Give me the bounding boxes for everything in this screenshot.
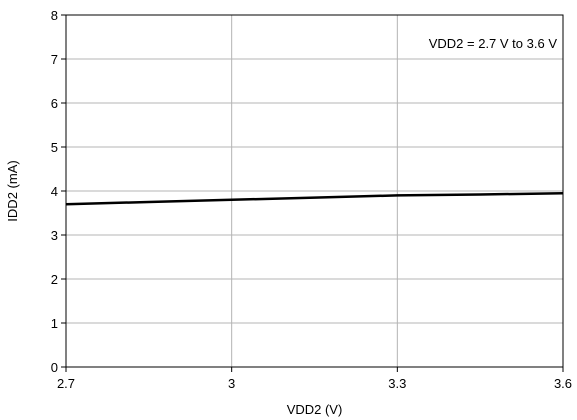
series-layer bbox=[65, 191, 564, 206]
y-tick-label: 3 bbox=[51, 228, 58, 243]
x-tick-label: 3.6 bbox=[554, 376, 572, 391]
y-tick-label: 8 bbox=[51, 8, 58, 23]
x-tick-label: 3.3 bbox=[388, 376, 406, 391]
chart-annotation: VDD2 = 2.7 V to 3.6 V bbox=[429, 36, 558, 51]
y-axis-label: IDD2 (mA) bbox=[5, 160, 20, 221]
y-tick-label: 7 bbox=[51, 52, 58, 67]
y-tick-label: 4 bbox=[51, 184, 58, 199]
x-axis-label: VDD2 (V) bbox=[287, 402, 343, 417]
y-tick-label: 6 bbox=[51, 96, 58, 111]
x-tick-label: 2.7 bbox=[57, 376, 75, 391]
x-tick-label: 3 bbox=[228, 376, 235, 391]
grid-layer bbox=[66, 15, 563, 367]
y-tick-label: 2 bbox=[51, 272, 58, 287]
y-tick-label: 5 bbox=[51, 140, 58, 155]
y-tick-label: 1 bbox=[51, 316, 58, 331]
series-line bbox=[65, 191, 564, 206]
tick-layer: 0 1 2 3 4 5 6 7 8 2.7 3 3.3 3.6 bbox=[51, 8, 572, 391]
y-tick-label: 0 bbox=[51, 360, 58, 375]
